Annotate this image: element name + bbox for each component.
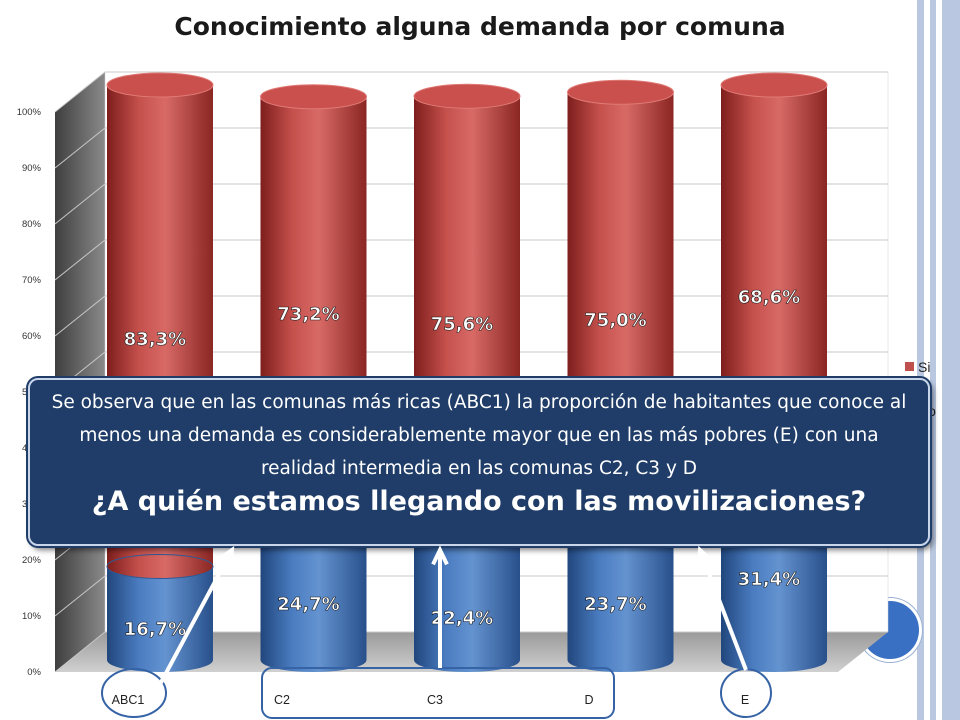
y-tick-label: 70% [22, 275, 42, 286]
y-tick-label: 0% [27, 667, 41, 678]
callout-question: ¿A quién estamos llegando con las movili… [91, 486, 867, 517]
x-tick-label: ABC1 [112, 693, 145, 707]
data-label-no: 23,7% [584, 594, 646, 615]
x-tick-label: E [741, 693, 749, 707]
cylinder-top [413, 83, 521, 109]
data-label-no: 31,4% [738, 569, 800, 590]
cylinder-top [260, 84, 367, 110]
legend-label: Si [918, 359, 930, 375]
y-tick-label: 20% [22, 555, 42, 566]
cylinder-top [106, 72, 214, 98]
legend-swatch [905, 362, 914, 371]
cylinder-abc1 [106, 72, 214, 672]
chart-title: Conocimiento alguna demanda por comuna [174, 12, 786, 41]
data-label-si: 83,3% [124, 329, 186, 350]
gridline [54, 71, 888, 113]
data-label-no: 22,4% [431, 608, 493, 629]
data-label-no: 24,7% [277, 594, 339, 615]
data-label-si: 75,6% [431, 314, 493, 335]
y-tick-label: 90% [22, 163, 42, 174]
data-label-si: 75,0% [584, 310, 646, 331]
callout-box: Se observa que en las comunas más ricas … [28, 378, 930, 546]
y-tick-label: 10% [22, 611, 42, 622]
x-tick-label: C3 [427, 693, 443, 707]
data-label-si: 68,6% [738, 287, 800, 308]
cylinder-top [567, 79, 674, 105]
frame-bar-mid [930, 0, 936, 720]
cylinder-d [567, 79, 674, 672]
y-tick-label: 80% [22, 219, 42, 230]
frame-bar-right [942, 0, 960, 720]
callout-text: Se observa que en las comunas más ricas … [51, 392, 907, 479]
bar-no [414, 534, 520, 672]
y-tick-label: 100% [17, 107, 42, 118]
data-label-si: 73,2% [277, 304, 339, 325]
x-tick-label: D [584, 693, 593, 707]
bar-no [567, 527, 674, 672]
frame-bar-left [917, 0, 924, 720]
data-label-no: 16,7% [124, 619, 186, 640]
cylinder-top [720, 72, 828, 98]
x-tick-label: C2 [274, 693, 290, 707]
bar-no [260, 521, 367, 672]
y-tick-label: 60% [22, 331, 42, 342]
